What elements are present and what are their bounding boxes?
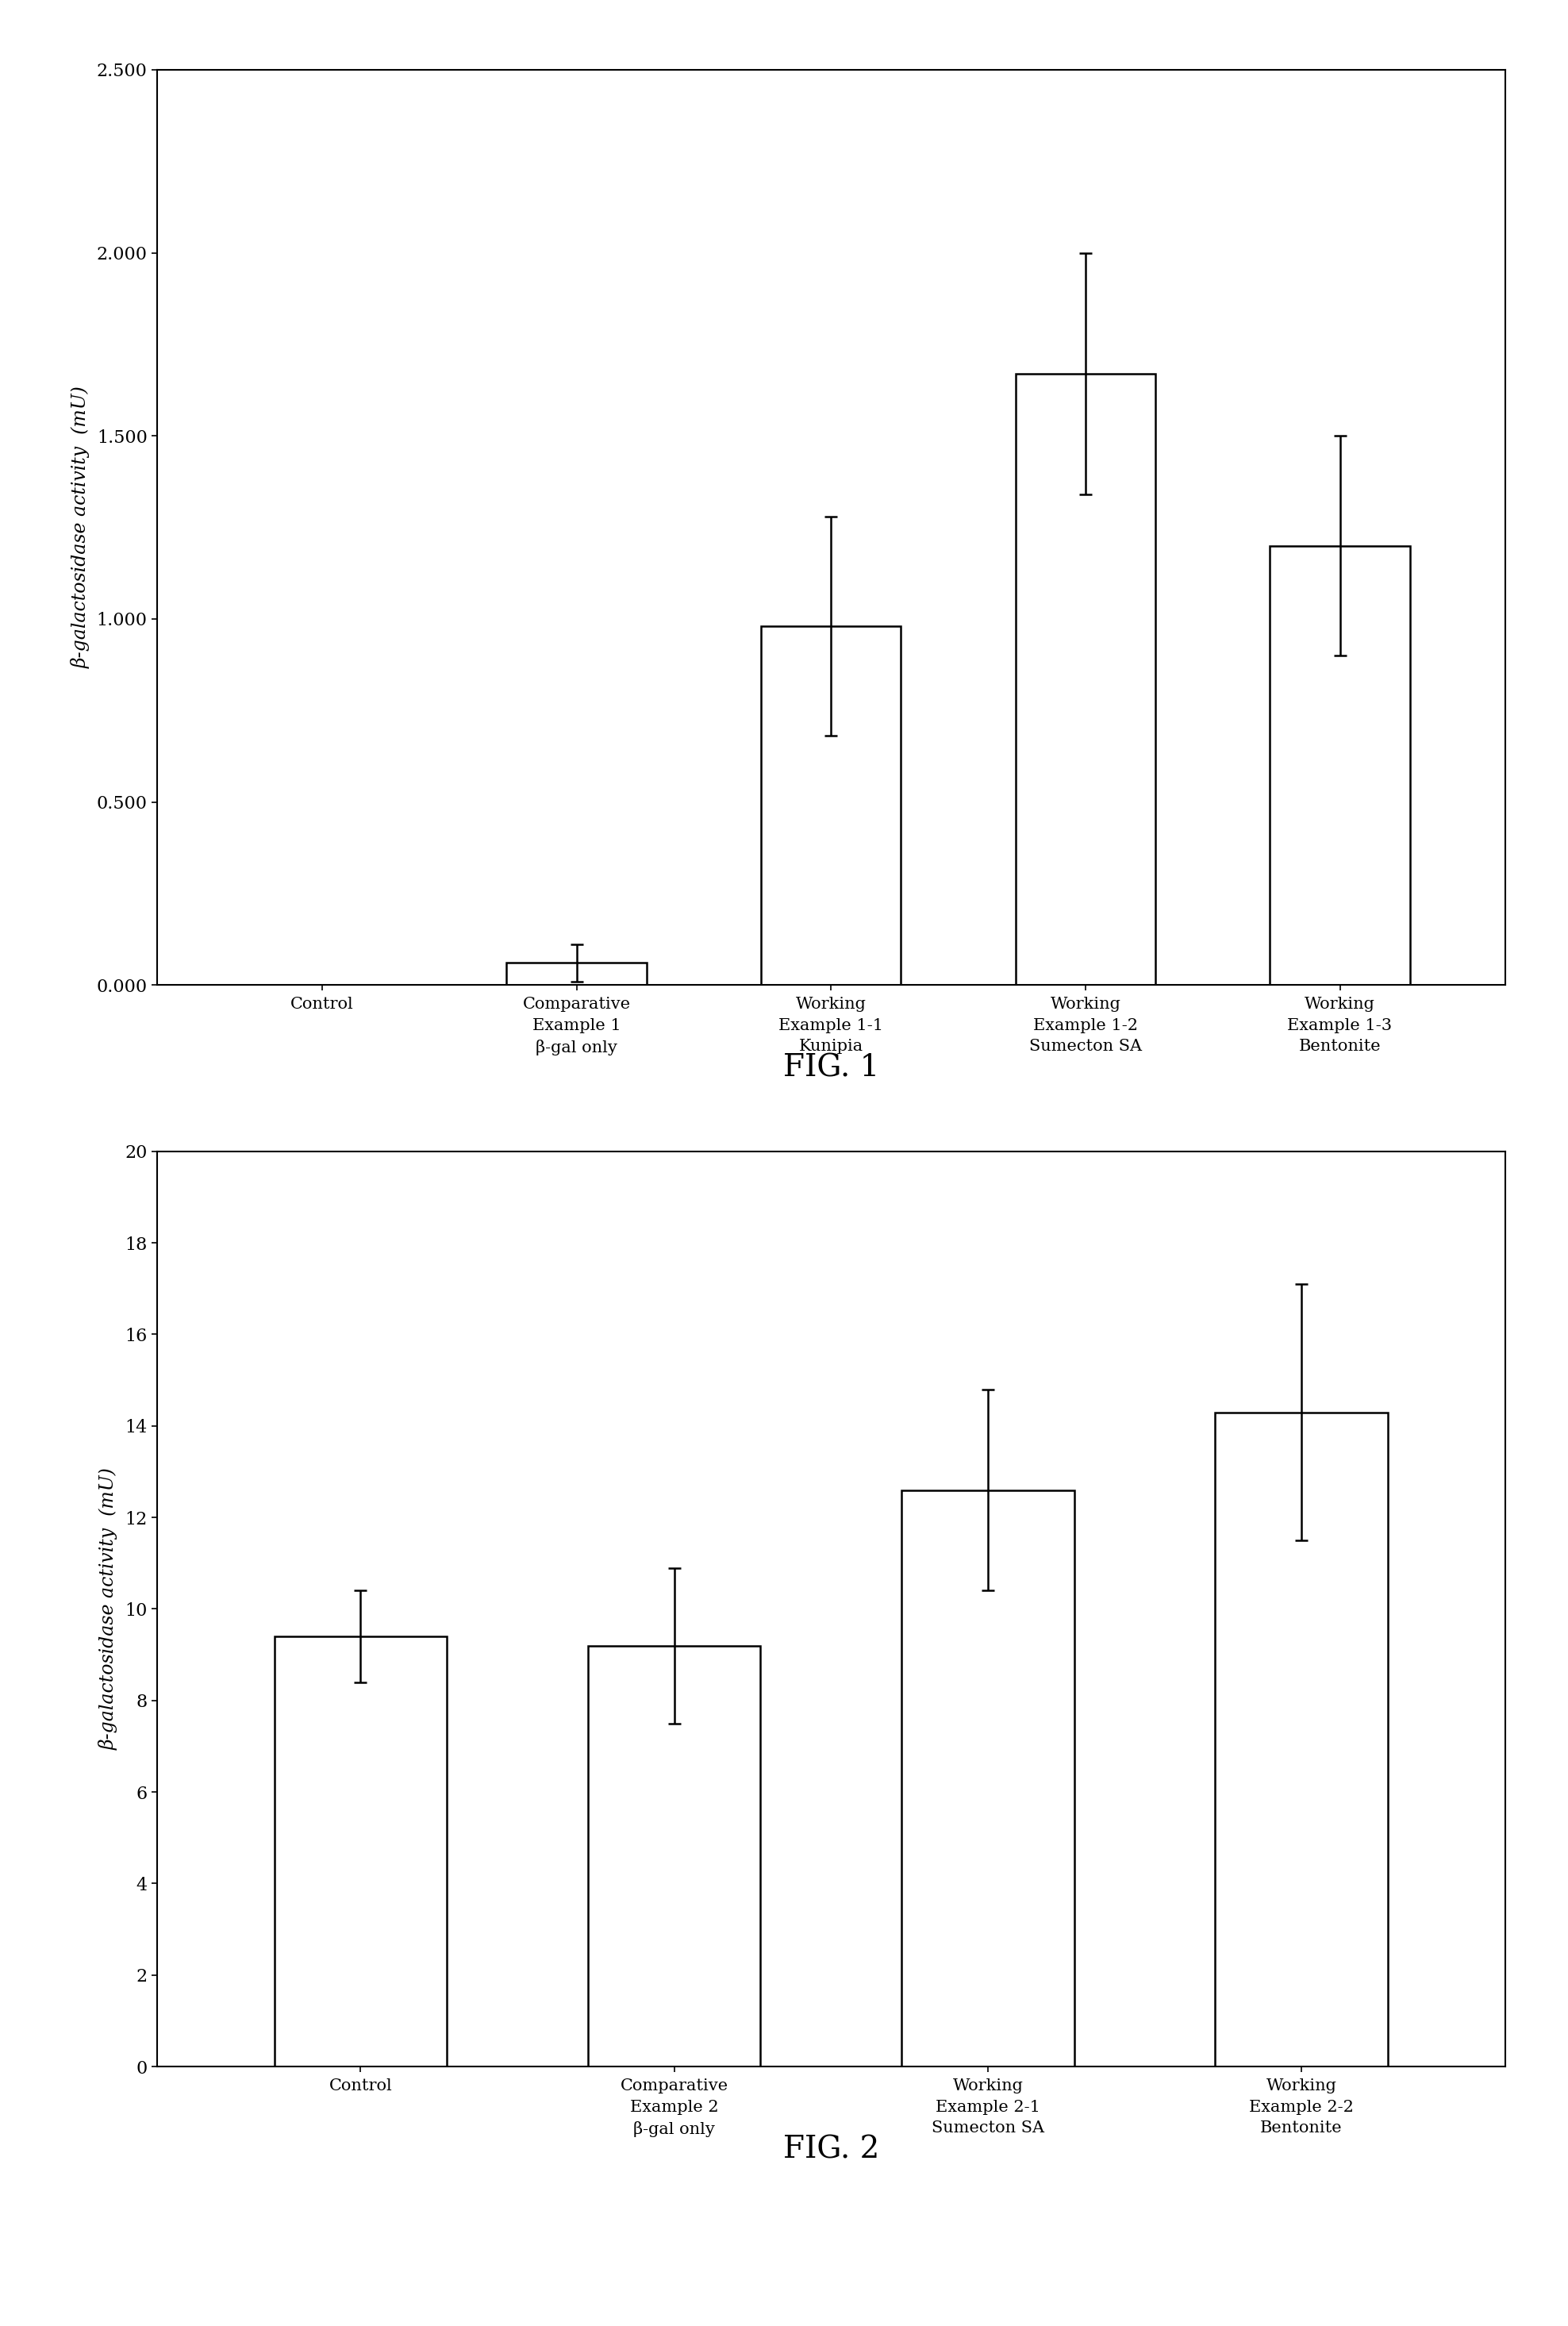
Y-axis label: β-galactosidase activity  (mU): β-galactosidase activity (mU) [71,386,89,668]
Bar [588,1644,760,2065]
Text: FIG. 2: FIG. 2 [782,2135,880,2166]
Text: FIG. 1: FIG. 1 [782,1054,880,1084]
Bar [506,963,646,984]
Bar [1016,374,1156,984]
Bar [902,1491,1074,2065]
Y-axis label: β-galactosidase activity  (mU): β-galactosidase activity (mU) [99,1468,118,1749]
Bar [760,626,902,984]
Bar [1270,547,1410,984]
Bar [1215,1412,1388,2065]
Bar [274,1638,447,2065]
